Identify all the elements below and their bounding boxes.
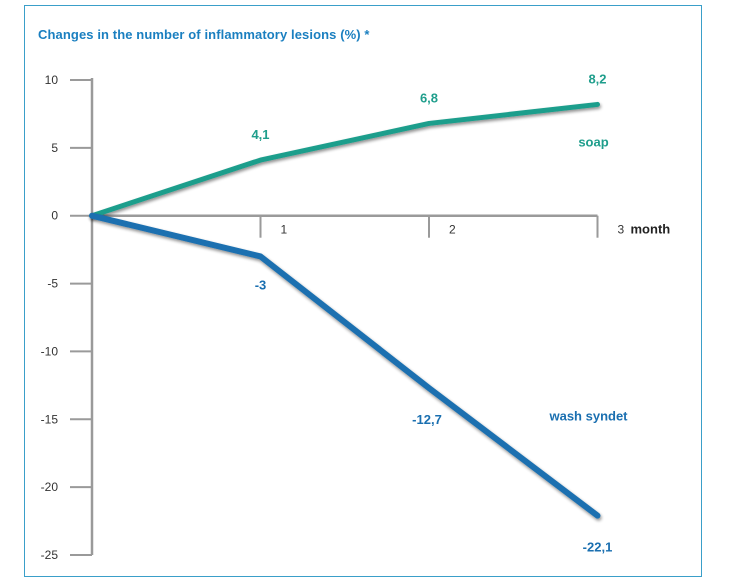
data-label-wash-syndet: -22,1	[583, 540, 613, 555]
x-tick-label: 3	[618, 223, 625, 237]
chart-title: Changes in the number of inflammatory le…	[38, 27, 370, 42]
series-label-soap: soap	[578, 134, 608, 149]
y-tick-label: -20	[41, 480, 59, 494]
series-line-soap	[89, 101, 600, 219]
x-tick-label: 2	[449, 223, 456, 237]
data-label-wash-syndet: -12,7	[412, 412, 442, 427]
y-tick-label: -25	[41, 548, 59, 562]
y-tick-label: -15	[41, 412, 59, 426]
x-axis-unit-label: month	[631, 222, 671, 237]
y-tick-label: 0	[51, 209, 58, 223]
series-label-wash-syndet: wash syndet	[548, 408, 628, 423]
y-tick-label: 5	[51, 141, 58, 155]
y-tick-label: 10	[45, 73, 59, 87]
data-label-soap: 6,8	[420, 90, 438, 105]
data-label-soap: 8,2	[588, 71, 606, 86]
chart-frame	[24, 5, 702, 577]
y-tick-label: -5	[47, 277, 58, 291]
x-tick-label: 1	[281, 223, 288, 237]
series-line-wash-syndet	[89, 212, 601, 519]
data-label-soap: 4,1	[251, 127, 269, 142]
y-tick-label: -10	[41, 344, 59, 358]
data-label-wash-syndet: -3	[255, 277, 267, 292]
